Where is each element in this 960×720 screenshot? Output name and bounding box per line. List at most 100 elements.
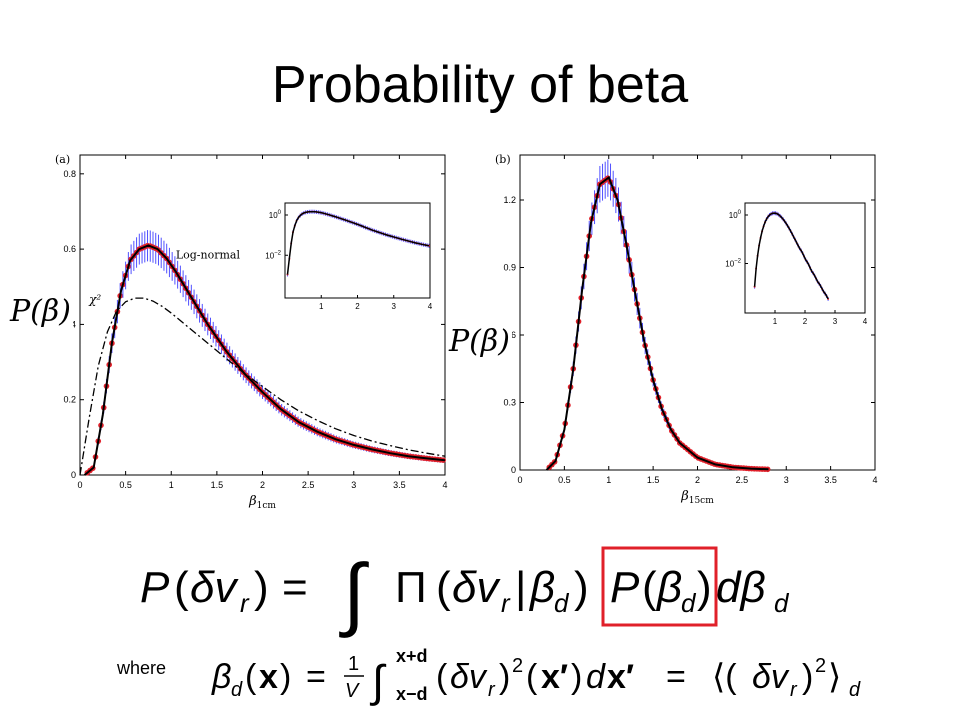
svg-text:): )	[571, 658, 582, 696]
svg-text:∫: ∫	[338, 548, 369, 638]
panel-label: (b)	[495, 153, 511, 166]
svg-text:P: P	[140, 563, 170, 612]
x-tick-label: 3	[351, 480, 356, 490]
svg-text:d: d	[586, 658, 606, 696]
svg-text:x+d: x+d	[396, 646, 428, 666]
svg-text:d: d	[774, 588, 790, 618]
svg-text:): )	[802, 658, 813, 696]
svg-text:Π: Π	[395, 563, 427, 612]
inset-x-tick-label: 1	[773, 317, 778, 326]
chart-a: (a)00.511.522.533.5400.20.40.60.8β1cmLog…	[55, 153, 448, 511]
svg-text:V: V	[345, 680, 360, 702]
svg-text:2: 2	[512, 655, 523, 677]
panel-label: (a)	[55, 153, 70, 166]
svg-text:r: r	[240, 588, 250, 618]
x-tick-label: 3.5	[393, 480, 406, 490]
svg-text:dβ: dβ	[716, 563, 766, 612]
svg-text:=: =	[282, 563, 308, 612]
svg-text:r: r	[501, 588, 511, 618]
y-tick-label: 0.2	[63, 395, 76, 405]
svg-text:(: (	[436, 563, 451, 612]
svg-text:P: P	[610, 563, 640, 612]
inset-x-tick-label: 2	[803, 317, 808, 326]
x-tick-label: 4	[442, 480, 447, 490]
formula-area: P ( δv r ) = ∫ Π ( δv r | β d ) P ( β d …	[140, 546, 861, 706]
inset-line	[286, 210, 430, 275]
highlight-box	[601, 546, 718, 627]
inset-x-tick-label: 3	[833, 317, 838, 326]
svg-text:⟨(: ⟨(	[712, 658, 737, 696]
main-formula: P ( δv r ) = ∫ Π ( δv r | β d ) P ( β d …	[140, 548, 790, 638]
x-tick-label: 2.5	[302, 480, 315, 490]
where-label: where	[117, 658, 167, 678]
svg-text:δv: δv	[450, 658, 488, 696]
beta-definition: β d ( x ) = 1 V ∫ x+d x−d ( δv r ) 2 ( x…	[211, 646, 861, 706]
svg-text:δv: δv	[190, 563, 239, 612]
y-tick-label: 0.9	[503, 263, 516, 273]
svg-text:(: (	[436, 658, 448, 696]
svg-text:β: β	[655, 563, 682, 612]
x-tick-label: 1	[169, 480, 174, 490]
svg-text:d: d	[849, 679, 861, 701]
y-tick-label: 0	[71, 470, 76, 480]
y-tick-label: 0	[511, 465, 516, 475]
svg-text:δv: δv	[752, 658, 790, 696]
inset-x-tick-label: 4	[863, 317, 868, 326]
x-tick-label: 1.5	[211, 480, 224, 490]
svg-text:): )	[254, 563, 269, 612]
x-tick-label: 3.5	[824, 475, 837, 485]
series-line-1	[79, 297, 446, 476]
svg-text:x′: x′	[607, 658, 634, 696]
svg-text:): )	[574, 563, 589, 612]
x-tick-label: 1	[606, 475, 611, 485]
svg-text:1: 1	[348, 653, 359, 675]
svg-text:β: β	[528, 563, 555, 612]
x-axis-label: β1cm	[248, 494, 276, 511]
svg-text:=: =	[666, 658, 686, 696]
svg-text:⟩: ⟩	[828, 658, 841, 696]
svg-text:(: (	[174, 563, 189, 612]
svg-text:∫: ∫	[369, 657, 387, 706]
svg-text:β: β	[211, 658, 231, 696]
inset-x-tick-label: 2	[355, 302, 360, 311]
svg-text:): )	[499, 658, 510, 696]
y-tick-label: 0.6	[63, 244, 76, 254]
x-tick-label: 2.5	[736, 475, 749, 485]
x-tick-label: 4	[872, 475, 877, 485]
svg-text:2: 2	[815, 655, 826, 677]
inset-x-tick-label: 1	[319, 302, 324, 311]
svg-text:): )	[280, 658, 291, 696]
svg-text:(: (	[245, 658, 257, 696]
y-tick-label: 1.2	[503, 195, 516, 205]
svg-text:(: (	[642, 563, 657, 612]
inset-y-tick-label: 100	[269, 210, 282, 220]
svg-text:(: (	[526, 658, 538, 696]
x-tick-label: 0.5	[558, 475, 571, 485]
inset-y-tick-label: 10−2	[725, 259, 741, 269]
svg-text:r: r	[790, 679, 798, 701]
svg-text:x′: x′	[541, 658, 568, 696]
svg-text:): )	[697, 563, 712, 612]
slide-title: Probability of beta	[271, 56, 689, 114]
svg-text:x: x	[259, 658, 278, 696]
svg-text:δv: δv	[452, 563, 501, 612]
x-axis-label: β15cm	[680, 489, 714, 506]
inset-frame	[284, 202, 431, 299]
svg-text:=: =	[306, 658, 326, 696]
annotation-lognormal: Log-normal	[176, 249, 241, 262]
chart-b-ylabel: P(β)	[447, 324, 512, 359]
chart-b: (b)00.511.522.533.5400.30.60.91.2β15cm12…	[495, 153, 878, 506]
x-tick-label: 0	[517, 475, 522, 485]
inset-line	[753, 212, 829, 300]
x-tick-label: 2	[260, 480, 265, 490]
svg-text:d: d	[554, 588, 570, 618]
series-line-0	[545, 175, 769, 471]
inset-y-tick-label: 100	[729, 210, 742, 220]
x-tick-label: 0	[77, 480, 82, 490]
inset-x-tick-label: 4	[428, 302, 433, 311]
x-tick-label: 2	[695, 475, 700, 485]
series-line-0	[83, 244, 446, 476]
svg-text:d: d	[231, 679, 243, 701]
inset-y-tick-label: 10−2	[265, 250, 281, 260]
y-tick-label: 0.8	[63, 169, 76, 179]
